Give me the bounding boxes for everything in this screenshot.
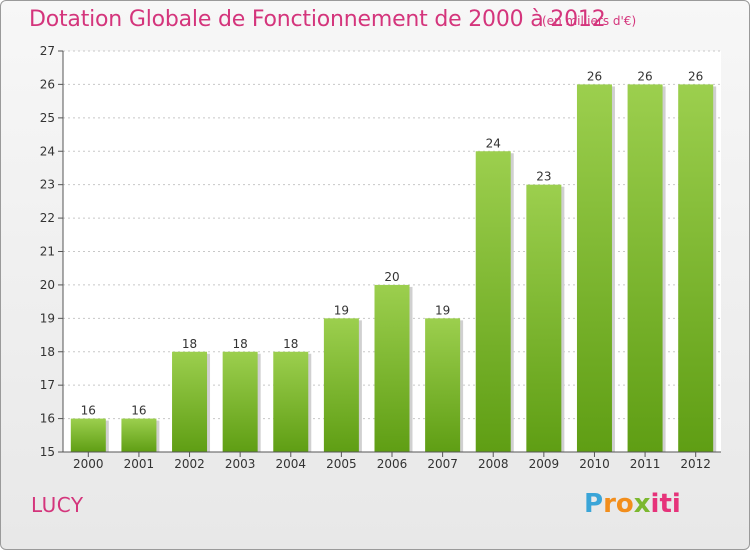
data-label: 18 bbox=[182, 337, 197, 351]
data-label: 18 bbox=[283, 337, 298, 351]
y-tick-label: 27 bbox=[40, 44, 55, 58]
chart-unit: (en milliers d'€) bbox=[542, 14, 637, 28]
y-tick-label: 23 bbox=[40, 178, 55, 192]
data-label: 23 bbox=[536, 170, 551, 184]
bar bbox=[576, 84, 612, 453]
chart-title: Dotation Globale de Fonctionnement de 20… bbox=[29, 7, 606, 32]
data-label: 16 bbox=[81, 404, 96, 418]
logo-part: ro bbox=[603, 489, 634, 519]
y-tick-label: 26 bbox=[40, 77, 55, 91]
x-tick-label: 2006 bbox=[377, 457, 408, 471]
x-tick-label: 2005 bbox=[326, 457, 357, 471]
data-label: 24 bbox=[486, 136, 501, 150]
x-tick-label: 2007 bbox=[427, 457, 458, 471]
bar bbox=[70, 418, 106, 452]
axes: 15 16 17 18 19 20 21 22 23 24 25 26 27 2000 2001 2002 20… bbox=[40, 44, 721, 471]
bar bbox=[172, 351, 208, 452]
y-tick-label: 20 bbox=[40, 278, 55, 292]
logo-part: iti bbox=[650, 489, 681, 519]
bar bbox=[273, 351, 309, 452]
x-tick-label: 2010 bbox=[579, 457, 610, 471]
x-tick-label: 2009 bbox=[529, 457, 560, 471]
data-label: 16 bbox=[131, 404, 146, 418]
bar bbox=[627, 84, 663, 453]
bar bbox=[374, 284, 410, 452]
data-label: 19 bbox=[435, 303, 450, 317]
x-tick-label: 2004 bbox=[275, 457, 306, 471]
commune-name: LUCY bbox=[31, 493, 84, 517]
bar bbox=[678, 84, 714, 453]
bar bbox=[526, 184, 562, 452]
y-tick-label: 21 bbox=[40, 245, 55, 259]
y-tick-label: 25 bbox=[40, 111, 55, 125]
bar bbox=[222, 351, 258, 452]
y-tick-label: 15 bbox=[40, 445, 55, 459]
data-label: 26 bbox=[688, 69, 703, 83]
logo-part: x bbox=[633, 489, 651, 519]
x-tick-label: 2008 bbox=[478, 457, 509, 471]
x-tick-label: 2012 bbox=[680, 457, 711, 471]
y-tick-label: 19 bbox=[40, 311, 55, 325]
bar bbox=[425, 318, 461, 452]
y-tick-label: 18 bbox=[40, 345, 55, 359]
bars: 16 16 18 18 18 19 20 19 24 23 26 26 26 bbox=[70, 69, 717, 453]
x-tick-label: 2011 bbox=[630, 457, 661, 471]
bar bbox=[121, 418, 157, 452]
x-tick-label: 2002 bbox=[174, 457, 205, 471]
x-tick-label: 2001 bbox=[124, 457, 155, 471]
data-label: 26 bbox=[587, 69, 602, 83]
x-tick-label: 2000 bbox=[73, 457, 104, 471]
bar bbox=[475, 151, 511, 452]
x-tick-label: 2003 bbox=[225, 457, 256, 471]
bar bbox=[323, 318, 359, 452]
data-label: 26 bbox=[637, 69, 652, 83]
data-label: 18 bbox=[233, 337, 248, 351]
y-tick-label: 22 bbox=[40, 211, 55, 225]
y-tick-label: 17 bbox=[40, 378, 55, 392]
y-tick-label: 24 bbox=[40, 144, 55, 158]
proxiti-logo[interactable]: Proxiti bbox=[584, 489, 681, 519]
y-tick-label: 16 bbox=[40, 412, 55, 426]
logo-part: P bbox=[584, 489, 604, 519]
data-label: 20 bbox=[384, 270, 399, 284]
data-label: 19 bbox=[334, 303, 349, 317]
